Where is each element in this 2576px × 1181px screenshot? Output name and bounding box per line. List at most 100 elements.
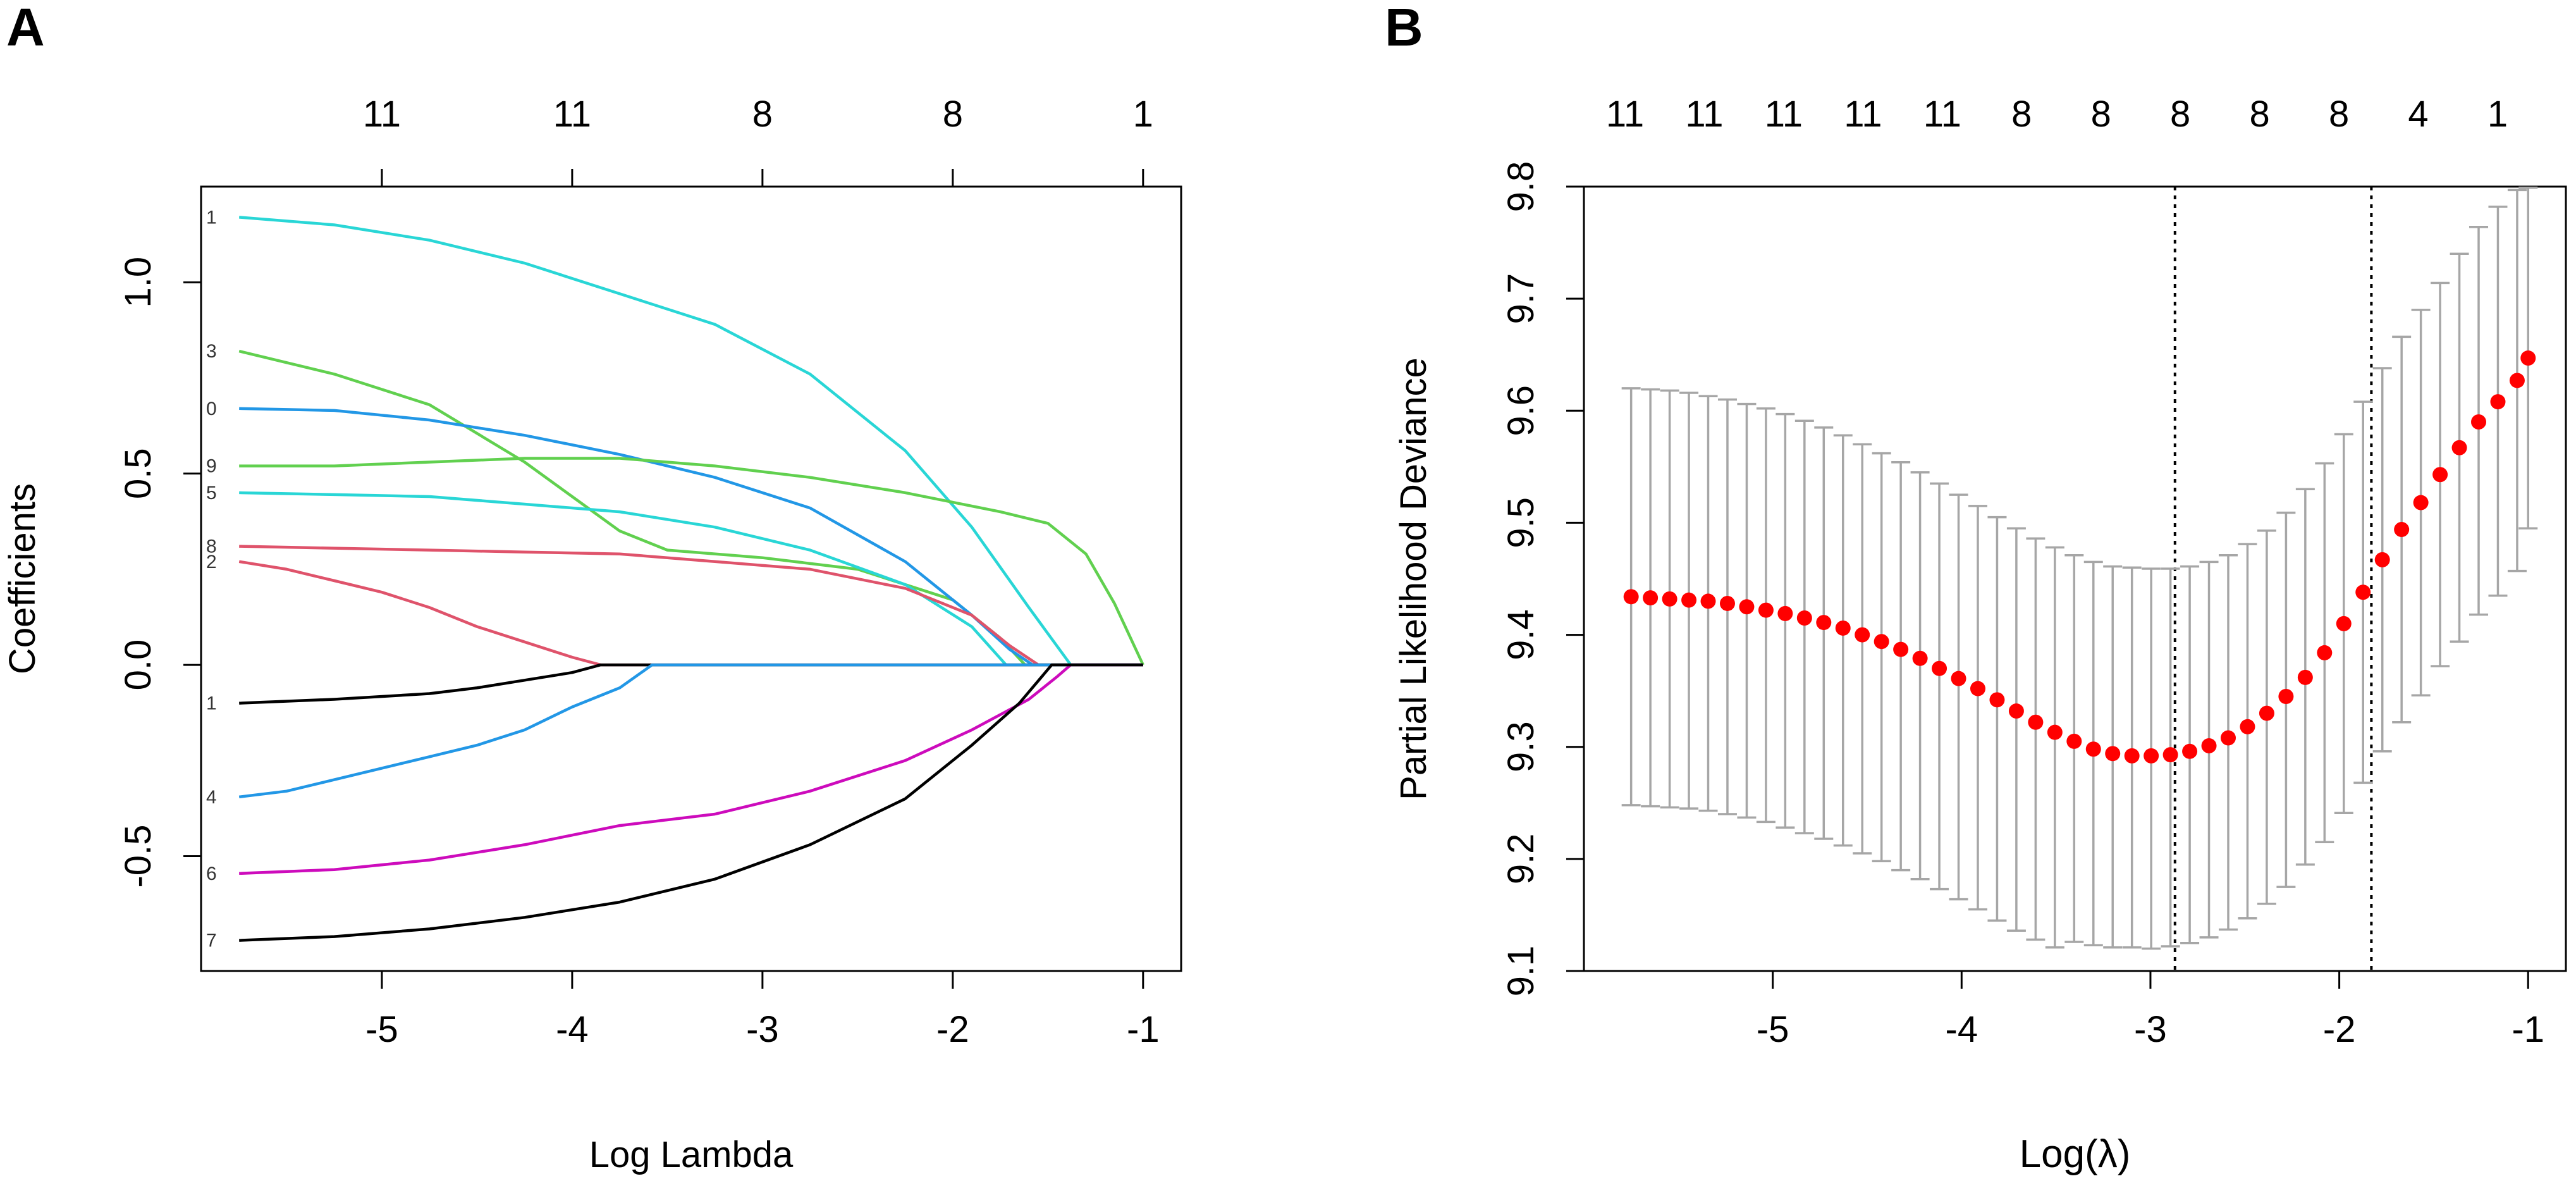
- deviance-point: [2509, 373, 2525, 388]
- coef-path-7: [239, 663, 1143, 705]
- deviance-point: [2047, 724, 2063, 740]
- panel-a-top-label: 8: [943, 94, 963, 135]
- deviance-point: [1643, 590, 1659, 606]
- deviance-point: [1623, 589, 1639, 605]
- panel-a-x-tick-label: -3: [746, 1009, 779, 1050]
- coef-path-8: [238, 663, 1143, 799]
- deviance-point: [2317, 645, 2333, 660]
- deviance-point: [2471, 414, 2487, 430]
- deviance-point: [1739, 599, 1755, 615]
- panel-b-top-label: 4: [2408, 94, 2428, 135]
- deviance-point: [1681, 592, 1697, 608]
- deviance-point: [2221, 730, 2236, 746]
- coef-path-0: [239, 216, 1143, 667]
- coef-path-1: [238, 349, 1143, 667]
- coef-path-label: 1: [206, 693, 217, 714]
- panel-b-top-label: 11: [1765, 94, 1803, 135]
- deviance-point: [1835, 620, 1851, 636]
- panel-b-top-label: 8: [2250, 94, 2270, 135]
- deviance-point: [2451, 440, 2467, 455]
- deviance-point: [1989, 692, 2005, 708]
- deviance-point: [1932, 660, 1947, 676]
- panel-b-y-tick-label: 9.2: [1500, 834, 1542, 885]
- panel-a-y-tick-label: 1.0: [118, 257, 159, 308]
- panel-b-y-tick-label: 9.7: [1500, 273, 1542, 325]
- deviance-point: [2066, 733, 2082, 749]
- deviance-point: [2297, 669, 2313, 685]
- deviance-point: [2028, 714, 2044, 730]
- deviance-point: [1777, 605, 1793, 621]
- coef-path-3: [239, 457, 1144, 666]
- panel-b-y-tick-label: 9.4: [1500, 609, 1542, 660]
- panel-b-top-label: 8: [2329, 94, 2349, 135]
- panel-a-x-tick-label: -5: [365, 1009, 398, 1050]
- panel-b-x-tick-label: -4: [1946, 1009, 1978, 1050]
- deviance-point: [2144, 748, 2159, 764]
- deviance-point: [2162, 747, 2178, 763]
- deviance-point: [1970, 681, 1985, 696]
- deviance-point: [2394, 522, 2410, 538]
- panel-a-x-axis-title: Log Lambda: [589, 1134, 794, 1175]
- panel-b-top-label: 1: [2487, 94, 2508, 135]
- panel-a-y-tick-label: -0.5: [118, 825, 159, 888]
- deviance-point: [2490, 394, 2506, 410]
- deviance-point: [2085, 741, 2101, 757]
- panel-a-x-tick-label: -1: [1127, 1009, 1160, 1050]
- coef-path-label: 4: [206, 787, 217, 808]
- panel-b-top-label: 8: [2170, 94, 2190, 135]
- coef-path-label: 1: [206, 207, 217, 228]
- deviance-point: [2355, 584, 2371, 600]
- coef-path-label: 6: [206, 863, 217, 884]
- panel-b-top-label: 11: [1685, 94, 1723, 135]
- panel-b-y-tick-label: 9.1: [1500, 946, 1542, 997]
- coef-path-2: [239, 407, 1143, 667]
- panel-b-top-label: 8: [2091, 94, 2111, 135]
- panel-b-x-axis-title: Log(λ): [2020, 1132, 2131, 1176]
- panel-a-y-tick-label: 0.0: [118, 640, 159, 691]
- coef-path-6: [238, 560, 1143, 667]
- panel-a-plot-frame: [200, 185, 1182, 972]
- panel-b-y-tick-label: 9.3: [1500, 721, 1542, 772]
- panel-b-y-tick-label: 9.8: [1500, 161, 1542, 213]
- panel-b-top-label: 11: [1844, 94, 1882, 135]
- deviance-point: [2201, 738, 2217, 753]
- panel-b-top-label: 11: [1923, 94, 1961, 135]
- coef-path-label: 5: [206, 483, 217, 504]
- deviance-point: [2259, 705, 2274, 721]
- panel-b-y-tick-label: 9.6: [1500, 385, 1542, 436]
- deviance-point: [2374, 552, 2390, 567]
- deviance-point: [1758, 602, 1774, 618]
- coef-path-9: [239, 663, 1143, 875]
- deviance-point: [1855, 627, 1870, 643]
- coef-path-label: 8: [206, 536, 217, 557]
- coef-path-label: 0: [206, 399, 217, 419]
- panel-a-x-tick-label: -4: [556, 1009, 589, 1050]
- panel-a-top-label: 11: [553, 94, 591, 135]
- deviance-point: [1951, 671, 1966, 686]
- panel-a-label: A: [6, 0, 45, 57]
- deviance-point: [2413, 495, 2429, 510]
- deviance-point: [2336, 615, 2352, 631]
- panel-b-top-label: 8: [2011, 94, 2032, 135]
- deviance-point: [2278, 689, 2294, 704]
- deviance-point: [1700, 593, 1716, 609]
- deviance-point: [2008, 703, 2024, 719]
- deviance-point: [1796, 610, 1812, 626]
- deviance-point: [1874, 634, 1889, 650]
- coef-path-10: [239, 663, 1143, 942]
- panel-b-x-tick-label: -3: [2134, 1009, 2167, 1050]
- panel-a-top-label: 1: [1133, 94, 1153, 135]
- panel-a-y-axis-title: Coefficients: [2, 483, 43, 674]
- deviance-point: [2182, 743, 2198, 759]
- panel-b-plot-frame: [1583, 185, 2567, 972]
- deviance-point: [2520, 350, 2536, 366]
- coef-path-label: 7: [206, 931, 217, 951]
- deviance-point: [1816, 615, 1832, 631]
- deviance-point: [2124, 748, 2140, 764]
- panel-b-x-tick-label: -2: [2323, 1009, 2356, 1050]
- panel-b-top-label: 11: [1606, 94, 1644, 135]
- panel-a-y-tick-label: 0.5: [118, 448, 159, 499]
